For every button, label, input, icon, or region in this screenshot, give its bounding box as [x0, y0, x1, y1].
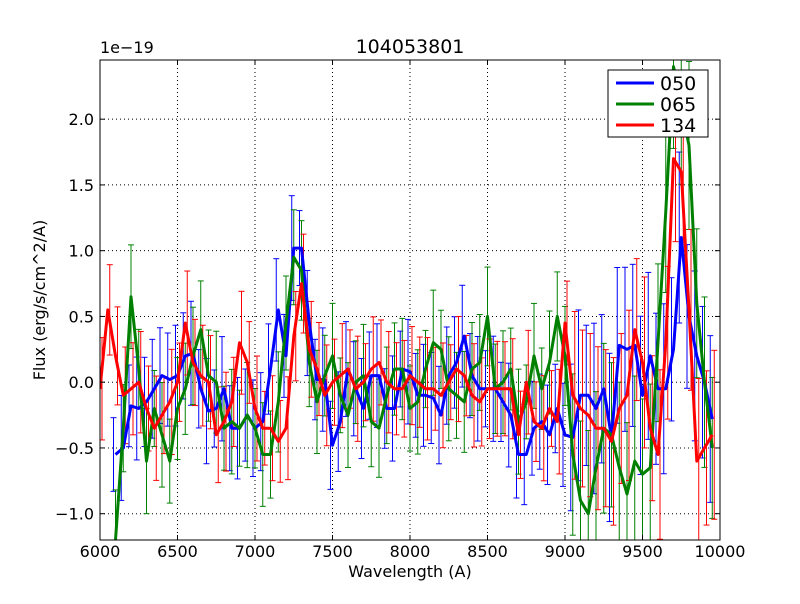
x-tick-label: 9000: [545, 542, 586, 561]
plot-svg: 6000 6500 7000 7500 8000 8500 9000 9500 10000 −1.…: [0, 0, 800, 600]
series-line-134: [100, 159, 712, 462]
x-tick-label: 7000: [235, 542, 276, 561]
x-tick-label: 7500: [312, 542, 353, 561]
series-line-065: [116, 67, 713, 540]
y-axis-offset-text: 1e−19: [100, 38, 154, 57]
x-tick-label: 8500: [467, 542, 508, 561]
y-axis-label: Flux (erg/s/cm^2/A): [30, 220, 49, 381]
y-tick-label: 1.5: [69, 176, 94, 195]
x-tick-label: 6000: [80, 542, 121, 561]
series-layer: [100, 67, 712, 540]
x-tick-label: 9500: [622, 542, 663, 561]
y-tick-label: 0.0: [69, 373, 94, 392]
y-tick-label: 0.5: [69, 307, 94, 326]
y-tick-label: −0.5: [55, 439, 94, 458]
legend-label-065: 065: [660, 94, 696, 116]
y-tick-label: 2.0: [69, 110, 94, 129]
x-tick-label: 6500: [157, 542, 198, 561]
x-axis-label: Wavelength (A): [348, 562, 471, 581]
y-tick-label: −1.0: [55, 505, 94, 524]
y-tick-label: 1.0: [69, 242, 94, 261]
legend-label-050: 050: [660, 73, 696, 95]
x-tick-label: 8000: [390, 542, 431, 561]
legend-label-134: 134: [660, 115, 696, 137]
chart-title: 104053801: [356, 36, 465, 58]
x-tick-label: 10000: [695, 542, 746, 561]
chart: 6000 6500 7000 7500 8000 8500 9000 9500 10000 −1.…: [0, 0, 800, 600]
